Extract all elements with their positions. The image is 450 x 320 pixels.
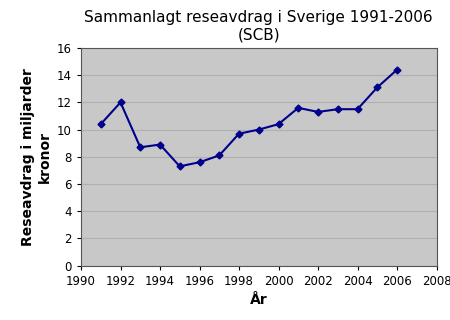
Title: Sammanlagt reseavdrag i Sverige 1991-2006
(SCB): Sammanlagt reseavdrag i Sverige 1991-200… (85, 10, 433, 43)
Y-axis label: Reseavdrag i miljarder
kronor: Reseavdrag i miljarder kronor (21, 68, 51, 246)
X-axis label: År: År (250, 293, 268, 307)
